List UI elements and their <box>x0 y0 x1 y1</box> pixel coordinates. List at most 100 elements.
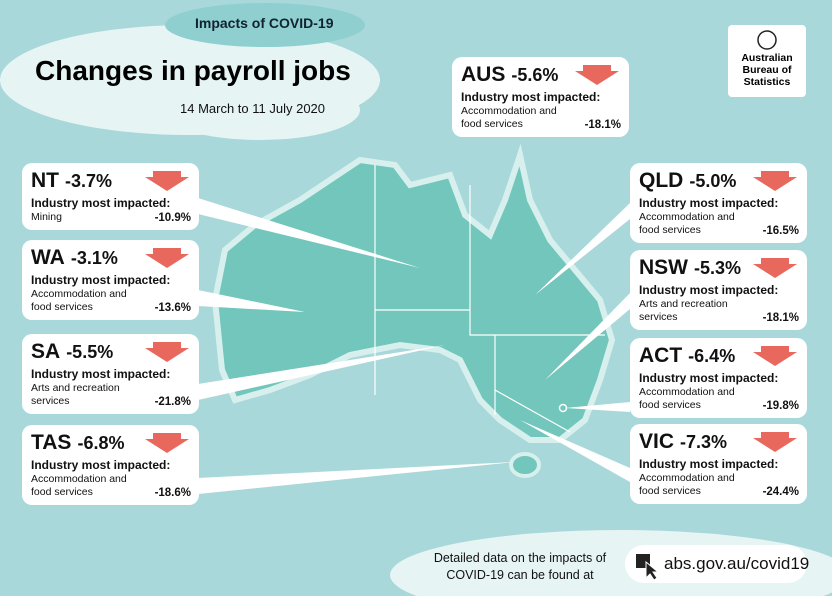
industry-change: -13.6% <box>154 302 191 314</box>
region-card: QLD -5.0% Industry most impacted: Accommoda… <box>630 163 807 243</box>
region-card: TAS -6.8% Industry most impacted: Accommoda… <box>22 425 199 505</box>
logo-box <box>728 25 806 97</box>
arrow-icon <box>753 346 797 366</box>
down-arrow <box>145 433 189 458</box>
pointer <box>198 345 445 400</box>
region-change: -3.7% <box>65 171 113 191</box>
industry-change: -19.8% <box>762 400 799 412</box>
industry-row: Accommodation and food services -19.8% <box>639 386 799 412</box>
down-arrow <box>753 432 797 457</box>
industry-row: Accommodation and food services -16.5% <box>639 211 799 237</box>
card-header: VIC -7.3% <box>639 430 799 456</box>
industry-name: Mining <box>31 211 62 223</box>
region-change: -5.3% <box>694 258 742 278</box>
card-header: ACT -6.4% <box>639 344 799 370</box>
region-change: -7.3% <box>680 432 728 452</box>
arrow-shape <box>575 65 619 85</box>
pointer <box>545 293 630 380</box>
pointer <box>520 420 630 482</box>
industry-row: Accommodation and food services -18.1% <box>461 105 621 131</box>
footer-link[interactable]: abs.gov.au/covid19 <box>664 554 810 573</box>
border <box>469 185 605 336</box>
region-name: ACT <box>639 344 683 367</box>
region-card: VIC -7.3% Industry most impacted: Accommoda… <box>630 424 807 504</box>
industry-name: Accommodation and food services <box>461 105 557 130</box>
logo-crest <box>757 30 777 50</box>
industry-row: Accommodation and food services -24.4% <box>639 472 799 498</box>
region-card: NT -3.7% Industry most impacted: Mining -10.… <box>22 163 199 230</box>
arrow-icon <box>145 433 189 453</box>
border <box>494 389 571 433</box>
region-card: SA -5.5% Industry most impacted: Arts and r… <box>22 334 199 414</box>
arrow-shape <box>145 248 189 268</box>
region-card: AUS -5.6% Industry most impacted: Accommoda… <box>452 57 629 137</box>
down-arrow <box>753 258 797 283</box>
footer-text: Detailed data on the impacts of COVID-19… <box>433 551 607 582</box>
industry-row: Accommodation and food services -13.6% <box>31 288 191 314</box>
arrow-icon <box>753 171 797 191</box>
down-arrow <box>753 171 797 196</box>
industry-label: Industry most impacted: <box>461 90 601 104</box>
region-name: NT <box>31 169 59 192</box>
logo-text: Australian Bureau of Statistics <box>732 52 802 88</box>
pointer <box>198 290 305 312</box>
industry-label: Industry most impacted: <box>639 371 779 385</box>
region-name: TAS <box>31 431 72 454</box>
region-name: VIC <box>639 430 675 453</box>
cloud <box>160 80 360 140</box>
logo-line: Bureau of <box>742 64 792 76</box>
arrow-icon <box>753 432 797 452</box>
region-name: QLD <box>639 169 684 192</box>
industry-change: -24.4% <box>762 486 799 498</box>
down-arrow <box>575 65 619 90</box>
card-header: NT -3.7% <box>31 169 191 195</box>
region-name: AUS <box>461 63 506 86</box>
industry-row: Arts and recreation services -21.8% <box>31 382 191 408</box>
industry-label: Industry most impacted: <box>31 367 171 381</box>
region-name: NSW <box>639 256 688 279</box>
industry-change: -16.5% <box>762 225 799 237</box>
industry-label: Industry most impacted: <box>639 457 779 471</box>
arrow-shape <box>753 258 797 278</box>
arrow-shape <box>753 432 797 452</box>
industry-name: Arts and recreation services <box>639 298 728 323</box>
logo-line: Australian <box>741 52 793 64</box>
region-change: -5.6% <box>511 65 559 85</box>
region-change: -5.5% <box>66 342 114 362</box>
region-change: -5.0% <box>689 171 737 191</box>
arrow-icon <box>753 258 797 278</box>
region-name: SA <box>31 340 61 363</box>
industry-change: -18.1% <box>584 119 621 131</box>
industry-label: Industry most impacted: <box>639 196 779 210</box>
arrow-shape <box>753 171 797 191</box>
arrow-shape <box>145 171 189 191</box>
card-header: AUS -5.6% <box>461 63 621 89</box>
arrow-shape <box>145 433 189 453</box>
card-header: NSW -5.3% <box>639 256 799 282</box>
industry-row: Mining -10.9% <box>31 211 191 224</box>
industry-name: Accommodation and food services <box>639 386 735 411</box>
card-header: SA -5.5% <box>31 340 191 366</box>
subtitle: 14 March to 11 July 2020 <box>180 101 326 116</box>
arrow-shape <box>753 346 797 366</box>
arrow-icon <box>575 65 619 85</box>
pointers <box>198 198 630 494</box>
region-card: WA -3.1% Industry most impacted: Accommodat… <box>22 240 199 320</box>
down-arrow <box>145 342 189 367</box>
region-name: WA <box>31 246 65 269</box>
region-change: -6.4% <box>688 346 736 366</box>
industry-name: Accommodation and food services <box>31 288 127 313</box>
industry-change: -18.1% <box>762 312 799 324</box>
industry-change: -18.6% <box>154 487 191 499</box>
industry-label: Industry most impacted: <box>31 458 171 472</box>
title: Changes in payroll jobs <box>35 55 351 86</box>
region-card: NSW -5.3% Industry most impacted: Arts and … <box>630 250 807 330</box>
pointer <box>198 462 515 494</box>
card-header: QLD -5.0% <box>639 169 799 195</box>
down-arrow <box>145 248 189 273</box>
industry-label: Industry most impacted: <box>639 283 779 297</box>
pointer <box>198 198 420 268</box>
industry-change: -10.9% <box>154 212 191 224</box>
card-header: WA -3.1% <box>31 246 191 272</box>
arrow-icon <box>145 248 189 268</box>
